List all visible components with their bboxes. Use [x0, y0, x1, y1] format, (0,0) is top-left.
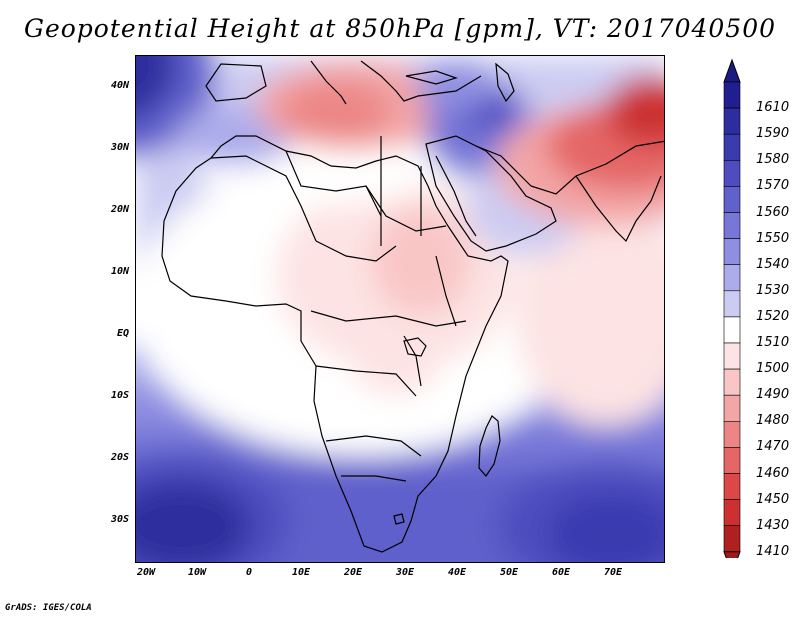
colorbar-segment [723, 290, 741, 318]
grads-credit: GrADS: IGES/COLA [5, 603, 92, 613]
colorbar-level-label: 1500 [756, 361, 790, 377]
lat-tick-label: 10S [110, 390, 129, 401]
colorbar-level-label: 1580 [756, 152, 790, 168]
map-svg [136, 56, 664, 562]
lon-tick-label: 50E [499, 567, 519, 578]
lon-tick-label: 40E [447, 567, 467, 578]
colorbar-bottom-cap [723, 551, 741, 558]
colorbar-segment [723, 107, 741, 135]
colorbar-top-cap [723, 58, 741, 83]
lon-tick-label: 20W [136, 567, 156, 578]
colorbar-level-label: 1470 [756, 439, 790, 455]
colorbar-segment [723, 499, 741, 527]
lon-tick-label: 70E [603, 567, 623, 578]
colorbar-segment [723, 238, 741, 266]
colorbar-level-label: 1410 [756, 543, 790, 559]
colorbar-level-label: 1550 [756, 230, 790, 246]
colorbar-level-label: 1590 [756, 126, 790, 142]
colorbar-level-label: 1450 [756, 491, 790, 507]
lat-tick-label: 10N [110, 266, 129, 277]
lon-tick-label: 60E [551, 567, 571, 578]
colorbar-level-label: 1610 [756, 100, 790, 116]
lon-tick-label: 10E [291, 567, 311, 578]
colorbar-level-label: 1460 [756, 465, 790, 481]
colorbar-level-label: 1490 [756, 387, 790, 403]
colorbar-level-label: 1430 [756, 517, 790, 533]
colorbar-segment [723, 212, 741, 239]
colorbar-level-label: 1570 [756, 178, 790, 194]
colorbar-segment [723, 473, 741, 500]
map-plot-area [135, 55, 665, 563]
colorbar-segment [723, 316, 741, 344]
lon-tick-label: 30E [395, 567, 415, 578]
lat-tick-label: 40N [110, 80, 129, 91]
lat-tick-label: EQ [116, 328, 129, 339]
colorbar-level-label: 1480 [756, 413, 790, 429]
colorbar-level-label: 1520 [756, 308, 790, 324]
lon-tick-label: 10W [187, 567, 207, 578]
lat-tick-label: 30N [110, 142, 129, 153]
colorbar-segment [723, 420, 741, 448]
colorbar-segment [723, 133, 741, 161]
colorbar-segment [723, 81, 741, 109]
colorbar-level-label: 1540 [756, 256, 790, 272]
height-field [136, 56, 664, 562]
colorbar-level-label: 1510 [756, 335, 790, 350]
colorbar-segment [723, 186, 741, 213]
colorbar-segment [723, 160, 741, 187]
colorbar-segment [723, 525, 741, 553]
colorbar-segment [723, 368, 741, 396]
colorbar-segment [723, 447, 741, 474]
colorbar-level-label: 1530 [756, 282, 790, 298]
chart-title: Geopotential Height at 850hPa [gpm], VT:… [23, 14, 777, 43]
lon-tick-label: 20E [343, 567, 363, 578]
lat-tick-label: 20N [110, 204, 129, 215]
colorbar-segment [723, 264, 741, 292]
colorbar-level-label: 1560 [756, 204, 790, 220]
lat-tick-label: 20S [110, 452, 129, 463]
coastlines-and-borders [161, 60, 664, 553]
lon-tick-label: 0 [245, 567, 253, 578]
lat-tick-label: 30S [110, 514, 129, 525]
colorbar-segment [723, 342, 741, 370]
colorbar [723, 58, 741, 558]
colorbar-segment [723, 394, 741, 422]
